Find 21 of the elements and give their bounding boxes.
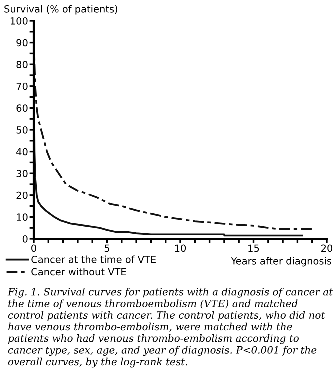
x-tick-label: 15 bbox=[248, 244, 260, 252]
y-tick-label: 40 bbox=[16, 148, 28, 156]
x-tick-label: 10 bbox=[175, 244, 186, 252]
y-tick-label: 30 bbox=[16, 170, 28, 178]
x-tick-label: 0 bbox=[32, 244, 36, 252]
caption: Fig. 1. Survival curves for patients with a diagnosis of cancer at the time of venous thromboembolism (VTE) and matched control patients with cancer. The control patients, who did not have venous thrombo-embolism, were matched with the patients who had venous thrombo-embolism according to cancer type, sex, age, and year of diagnosis. P<0.001 for the overall curves, by the log-rank test. bbox=[8, 288, 334, 368]
y-axis-title: Survival (% of patients) bbox=[4, 5, 118, 15]
y-tick-label: 90 bbox=[16, 39, 28, 47]
y-tick-label: 20 bbox=[16, 192, 28, 200]
y-tick-label: 60 bbox=[16, 104, 28, 112]
y-tick-label: 10 bbox=[17, 214, 28, 222]
y-tick-label: 50 bbox=[16, 126, 28, 134]
y-tick-label: 0 bbox=[22, 235, 28, 243]
x-tick-label: 20 bbox=[322, 244, 333, 252]
x-axis-title: Years after diagnosis bbox=[231, 257, 332, 267]
y-tick-label: 100 bbox=[10, 17, 28, 25]
x-tick-label: 5 bbox=[104, 244, 110, 252]
legend-label: Cancer without VTE bbox=[32, 268, 126, 276]
y-tick-label: 80 bbox=[16, 61, 28, 68]
y-tick-label: 70 bbox=[16, 82, 28, 90]
legend-label: Cancer at the time of VTE bbox=[32, 256, 156, 264]
